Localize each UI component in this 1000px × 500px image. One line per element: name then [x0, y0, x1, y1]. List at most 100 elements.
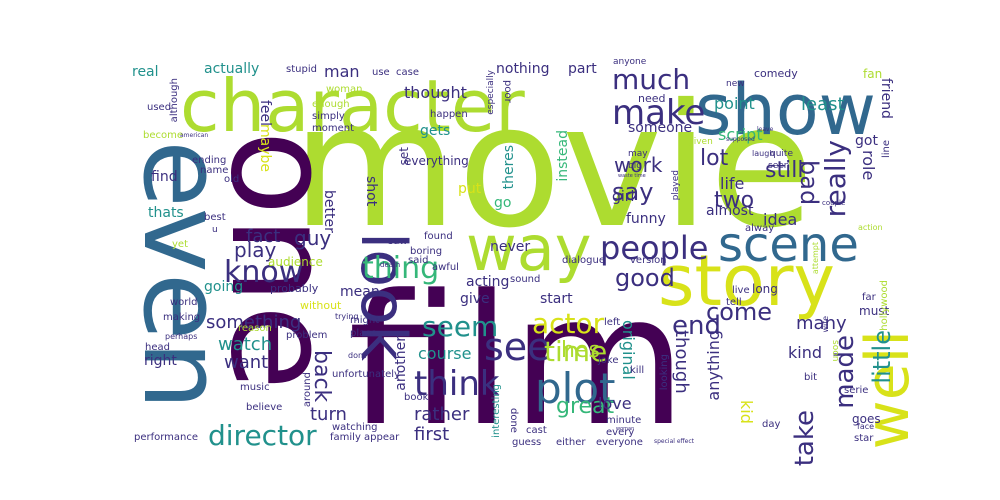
word-star: star	[854, 433, 874, 444]
word-everyone: everyone	[596, 437, 643, 448]
word-day: day	[762, 419, 781, 430]
word-see: see	[484, 325, 551, 369]
word-need: need	[638, 92, 666, 105]
word-put: put	[458, 181, 482, 197]
word-name: name	[200, 165, 229, 176]
word-may: may	[628, 149, 648, 159]
word-rather: rather	[414, 404, 470, 425]
word-simply: simply	[312, 111, 345, 122]
word-actually: actually	[204, 61, 260, 77]
word-big: big	[628, 161, 642, 171]
word-actor: actor	[532, 307, 605, 340]
word-find: find	[151, 169, 178, 185]
word-line: line	[881, 140, 892, 159]
word-saw: saw	[388, 236, 408, 247]
word-got: got	[855, 133, 878, 149]
word-especially: especially	[486, 70, 496, 115]
word-tell: tell	[726, 297, 742, 308]
word-although: although	[169, 78, 180, 123]
word-cast: cast	[526, 425, 547, 436]
word-waste-time: waste time	[618, 173, 646, 179]
word-man: man	[324, 62, 360, 81]
word-woman: woman	[326, 84, 363, 95]
word-couple: couple	[822, 199, 846, 207]
word-making: making	[163, 312, 201, 323]
word-trying: trying	[335, 312, 359, 321]
word-script: script	[718, 125, 763, 144]
word-joke: joke	[598, 355, 619, 366]
word-almost: almost	[706, 203, 754, 219]
word-yet: yet	[172, 239, 188, 250]
word-either: either	[556, 437, 586, 448]
word-far: far	[862, 292, 876, 303]
word-old: old	[224, 174, 240, 185]
word-happen: happen	[430, 109, 468, 120]
word-another: another	[393, 336, 409, 391]
word-interesting: interesting	[491, 384, 502, 438]
word-something: something	[206, 312, 302, 333]
word-never: never	[490, 239, 531, 255]
word-plot: plot	[535, 364, 616, 413]
word-guess: guess	[512, 437, 542, 448]
word-u: u	[212, 225, 218, 235]
word-people: people	[600, 229, 709, 267]
word-feel: feel	[257, 100, 273, 127]
word-much: much	[612, 63, 691, 96]
word-serie: serie	[844, 385, 869, 396]
word-probably: probably	[270, 282, 319, 295]
word-funny: funny	[626, 211, 666, 227]
word-watch: watch	[218, 334, 273, 355]
word-moment: moment	[312, 123, 355, 134]
word-given: given	[688, 137, 713, 147]
word-maybe: maybe	[257, 124, 273, 173]
word-part: part	[568, 61, 597, 77]
word-dont: dont	[348, 351, 367, 360]
word-sound: sound	[510, 274, 541, 285]
word-used: used	[147, 102, 172, 113]
word-seem: seem	[422, 310, 499, 343]
word-shot: shot	[363, 176, 379, 207]
word-new: new	[726, 79, 745, 89]
word-friend: friend	[878, 78, 894, 119]
word-done: done	[508, 408, 519, 433]
word-thought: thought	[404, 83, 467, 102]
word-fan: fan	[863, 67, 883, 81]
word-gets: gets	[420, 123, 451, 139]
word-first: first	[414, 424, 450, 445]
word-enough: enough	[312, 99, 350, 110]
word-around: around	[302, 372, 313, 408]
word-poor: poor	[502, 80, 513, 103]
word-idea: idea	[763, 210, 798, 229]
word-want: want	[224, 352, 269, 373]
word-head: head	[145, 342, 170, 353]
word-kill: kill	[630, 365, 645, 376]
word-hes: hes	[561, 338, 600, 363]
word-little: little	[868, 330, 896, 384]
word-life: life	[720, 174, 745, 193]
word-played: played	[671, 170, 681, 201]
word-leave: leave	[757, 126, 774, 133]
word-still: still	[765, 158, 804, 183]
word-love: love	[598, 394, 632, 413]
word-know: know	[224, 255, 304, 290]
word-two: two	[714, 188, 755, 213]
word-role: role	[859, 150, 878, 181]
word-make: make	[612, 93, 706, 133]
word-believe: believe	[246, 402, 283, 413]
word-character: character	[180, 64, 525, 148]
word-might: might	[350, 315, 380, 326]
word-found: found	[424, 231, 453, 242]
word-bit: bit	[804, 372, 818, 383]
word-woman-small: woman	[616, 426, 635, 432]
word-must: must	[859, 304, 890, 318]
word-left: left	[604, 317, 621, 328]
word-thing: thing	[362, 251, 440, 286]
word-comedy: comedy	[754, 67, 798, 80]
word-thats: thats	[148, 205, 184, 221]
word-good: good	[615, 264, 675, 292]
word-laugh: laugh	[752, 149, 775, 158]
word-reason: reason	[238, 323, 272, 334]
word-hollywood: hollywood	[879, 280, 890, 331]
word-going: going	[204, 279, 244, 295]
word-use: use	[372, 67, 390, 78]
